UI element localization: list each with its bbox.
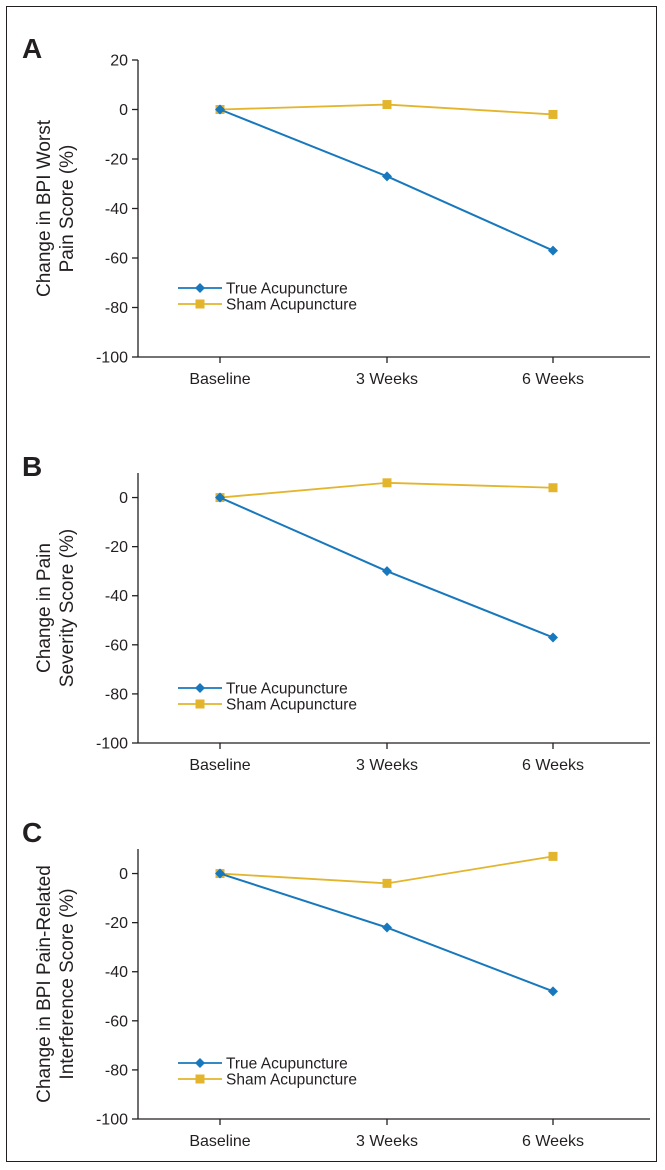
y-tick-label: -60 bbox=[105, 637, 128, 654]
x-tick-label: 6 Weeks bbox=[522, 1133, 584, 1150]
data-point-sham bbox=[548, 109, 558, 119]
data-point-true bbox=[215, 868, 225, 879]
x-tick-label: 6 Weeks bbox=[522, 757, 584, 774]
y-tick-label: -60 bbox=[105, 251, 128, 268]
series-line-true bbox=[219, 872, 554, 993]
y-axis-label-line: Interference Score (%) bbox=[57, 888, 78, 1079]
data-point-true bbox=[548, 245, 558, 256]
x-tick-label: 3 Weeks bbox=[356, 371, 418, 388]
data-point-sham bbox=[548, 483, 558, 493]
data-point-true bbox=[382, 566, 392, 577]
panel-letter: B bbox=[22, 451, 42, 482]
data-point-true bbox=[215, 104, 225, 115]
legend-label: True Acupuncture bbox=[226, 281, 348, 298]
y-axis-label-line: Change in BPI Pain-Related bbox=[34, 865, 55, 1103]
figure-frame bbox=[6, 6, 657, 1162]
y-tick-label: 0 bbox=[119, 866, 128, 883]
y-tick-label: -20 bbox=[105, 152, 128, 169]
y-tick-label: -100 bbox=[96, 350, 128, 367]
y-tick-label: -80 bbox=[105, 686, 128, 703]
panel-letter: C bbox=[22, 817, 42, 848]
y-tick-label: -60 bbox=[105, 1013, 128, 1030]
legend-marker-square bbox=[195, 699, 205, 709]
y-axis-label-line: Severity Score (%) bbox=[57, 529, 78, 687]
chart-panel-a: A 20 0 -20 -40 -60 -80 -100 Baseline 3 Weeks 6 Wee… bbox=[22, 33, 650, 388]
legend-marker-diamond bbox=[195, 1058, 205, 1068]
y-tick-label: 0 bbox=[119, 490, 128, 507]
data-point-sham bbox=[382, 878, 392, 888]
chart-panel-b: B 0 -20 -40 -60 -80 -100 Baseline 3 Weeks 6 Weeks… bbox=[22, 451, 650, 774]
y-tick-label: 0 bbox=[119, 102, 128, 119]
y-tick-label: -20 bbox=[105, 915, 128, 932]
y-axis-label: Change in BPI Worst Pain Score (%) bbox=[34, 119, 78, 297]
y-axis-label: Change in Pain Severity Score (%) bbox=[34, 529, 78, 687]
legend-marker-square bbox=[195, 1074, 205, 1084]
y-tick-label: -40 bbox=[105, 588, 128, 605]
data-point-true bbox=[548, 986, 558, 997]
x-tick-label: 3 Weeks bbox=[356, 757, 418, 774]
y-tick-label: -40 bbox=[105, 964, 128, 981]
y-axis-label-line: Change in Pain bbox=[34, 543, 55, 673]
y-tick-label: -100 bbox=[96, 1112, 128, 1129]
legend-label: Sham Acupuncture bbox=[226, 297, 357, 314]
y-tick-label: -100 bbox=[96, 736, 128, 753]
x-tick-label: 3 Weeks bbox=[356, 1133, 418, 1150]
data-point-sham bbox=[548, 851, 558, 861]
legend-label: Sham Acupuncture bbox=[226, 1072, 357, 1089]
data-point-true bbox=[548, 632, 558, 643]
y-axis-label-line: Change in BPI Worst bbox=[34, 119, 55, 297]
data-point-sham bbox=[382, 478, 392, 488]
data-point-sham bbox=[382, 100, 392, 110]
data-point-true bbox=[215, 492, 225, 503]
legend-marker-square bbox=[195, 299, 205, 309]
legend-label: Sham Acupuncture bbox=[226, 697, 357, 714]
y-tick-label: -40 bbox=[105, 201, 128, 218]
y-axis-label: Change in BPI Pain-Related Interference S… bbox=[34, 865, 78, 1103]
y-tick-label: 20 bbox=[110, 53, 128, 70]
panel-letter: A bbox=[22, 33, 42, 64]
legend-marker-diamond bbox=[195, 683, 205, 693]
y-axis-label-line: Pain Score (%) bbox=[57, 145, 78, 273]
legend-label: True Acupuncture bbox=[226, 1056, 348, 1073]
chart-panel-c: C 0 -20 -40 -60 -80 -100 Baseline 3 Weeks 6 Weeks… bbox=[22, 817, 650, 1150]
y-tick-label: -20 bbox=[105, 539, 128, 556]
data-point-true bbox=[382, 171, 392, 182]
x-tick-label: 6 Weeks bbox=[522, 371, 584, 388]
legend-label: True Acupuncture bbox=[226, 681, 348, 698]
data-point-true bbox=[382, 922, 392, 933]
x-tick-label: Baseline bbox=[189, 757, 250, 774]
x-tick-label: Baseline bbox=[189, 1133, 250, 1150]
legend-marker-diamond bbox=[195, 283, 205, 293]
y-tick-label: -80 bbox=[105, 1062, 128, 1079]
x-tick-label: Baseline bbox=[189, 371, 250, 388]
y-tick-label: -80 bbox=[105, 300, 128, 317]
